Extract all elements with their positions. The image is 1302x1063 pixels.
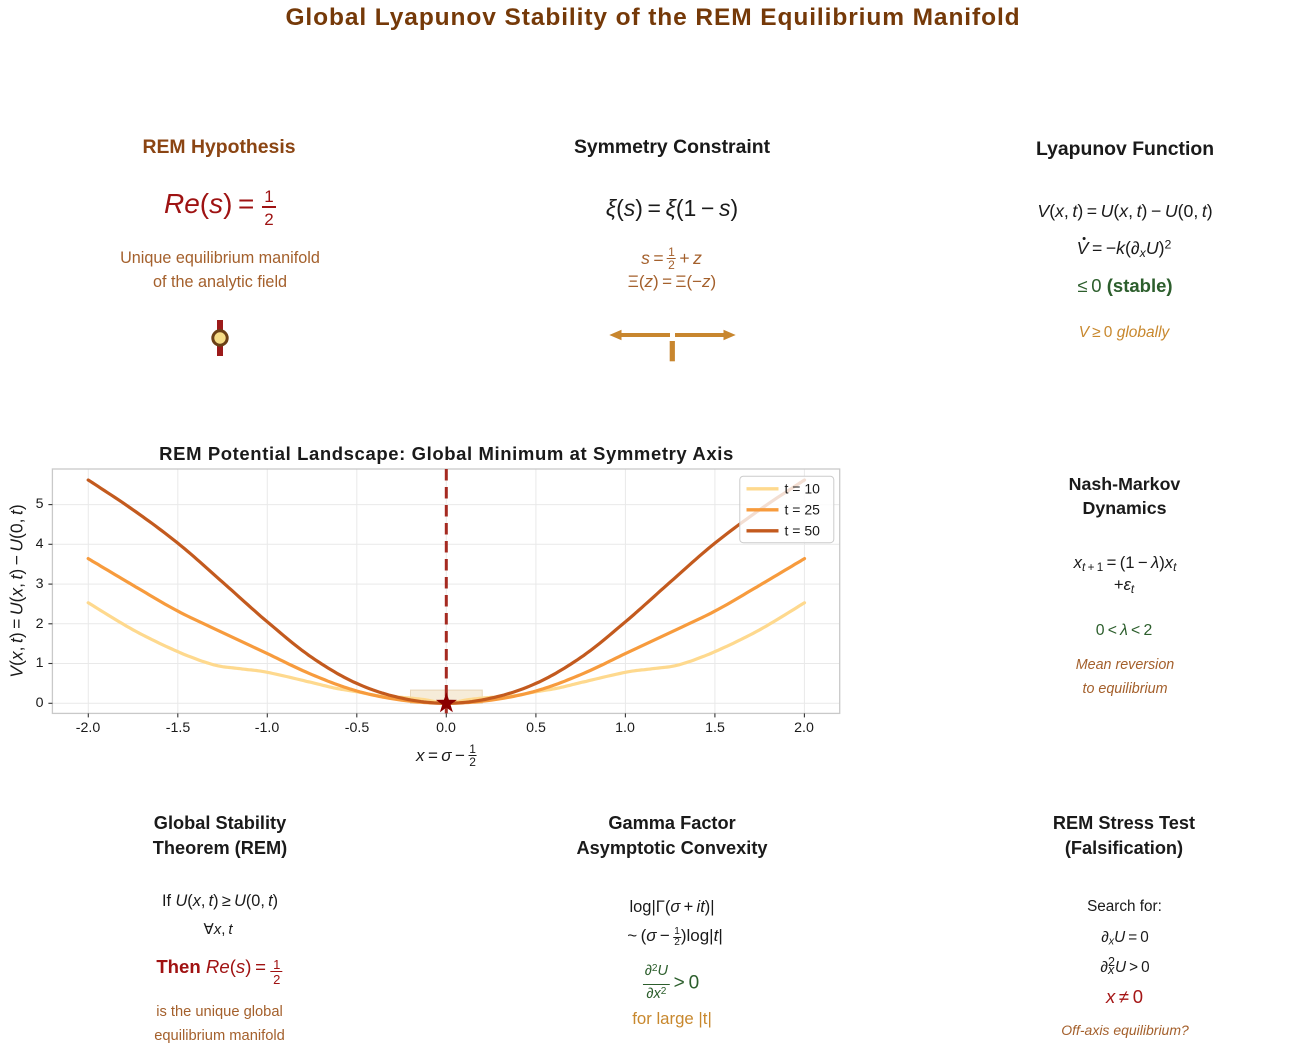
svg-text:t = 10: t = 10 [785,481,821,497]
svg-text:t = 25: t = 25 [785,502,821,518]
svg-text:t = 50: t = 50 [785,523,821,539]
